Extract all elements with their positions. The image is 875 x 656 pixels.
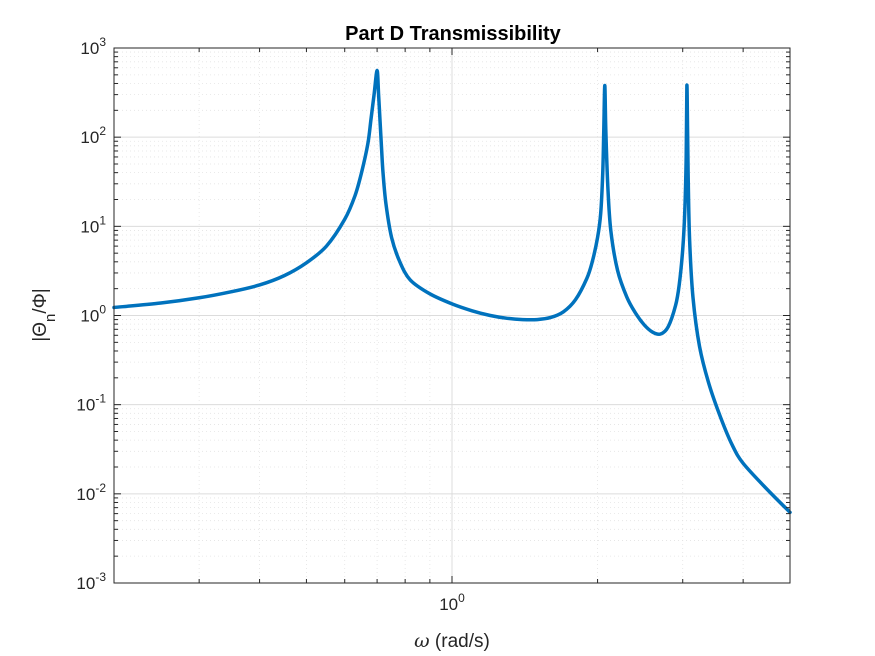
y-tick-label: 102 <box>80 124 106 147</box>
major-tick-marks <box>114 47 790 584</box>
y-axis-label: |Θn/Φ| <box>30 288 59 341</box>
y-tick-label: 10-1 <box>76 392 106 415</box>
x-tick-labels: 100 <box>439 591 465 614</box>
y-tick-label: 100 <box>80 303 106 326</box>
x-axis-label: ω (rad/s) <box>414 630 490 652</box>
x-tick-label: 100 <box>439 591 465 614</box>
y-tick-label: 101 <box>80 213 106 236</box>
major-grid <box>114 48 790 583</box>
x-axis-label-unit: (rad/s) <box>430 631 490 652</box>
transmissibility-line <box>112 68 792 515</box>
y-axis-label-subscript: n <box>42 314 59 322</box>
x-axis-label-symbol: ω <box>414 630 430 652</box>
y-tick-label: 103 <box>80 35 106 58</box>
minor-grid <box>113 48 791 583</box>
plot-area <box>112 47 792 584</box>
y-tick-labels: 10-3 10-2 10-1 100 101 102 103 <box>76 35 106 593</box>
y-axis-label-part1: |Θ <box>30 322 51 342</box>
minor-tick-marks <box>113 48 791 583</box>
chart-title: Part D Transmissibility <box>345 23 562 45</box>
y-tick-label: 10-3 <box>76 570 106 593</box>
y-axis-label-part2: /Φ| <box>30 288 51 313</box>
y-tick-label: 10-2 <box>76 481 106 504</box>
